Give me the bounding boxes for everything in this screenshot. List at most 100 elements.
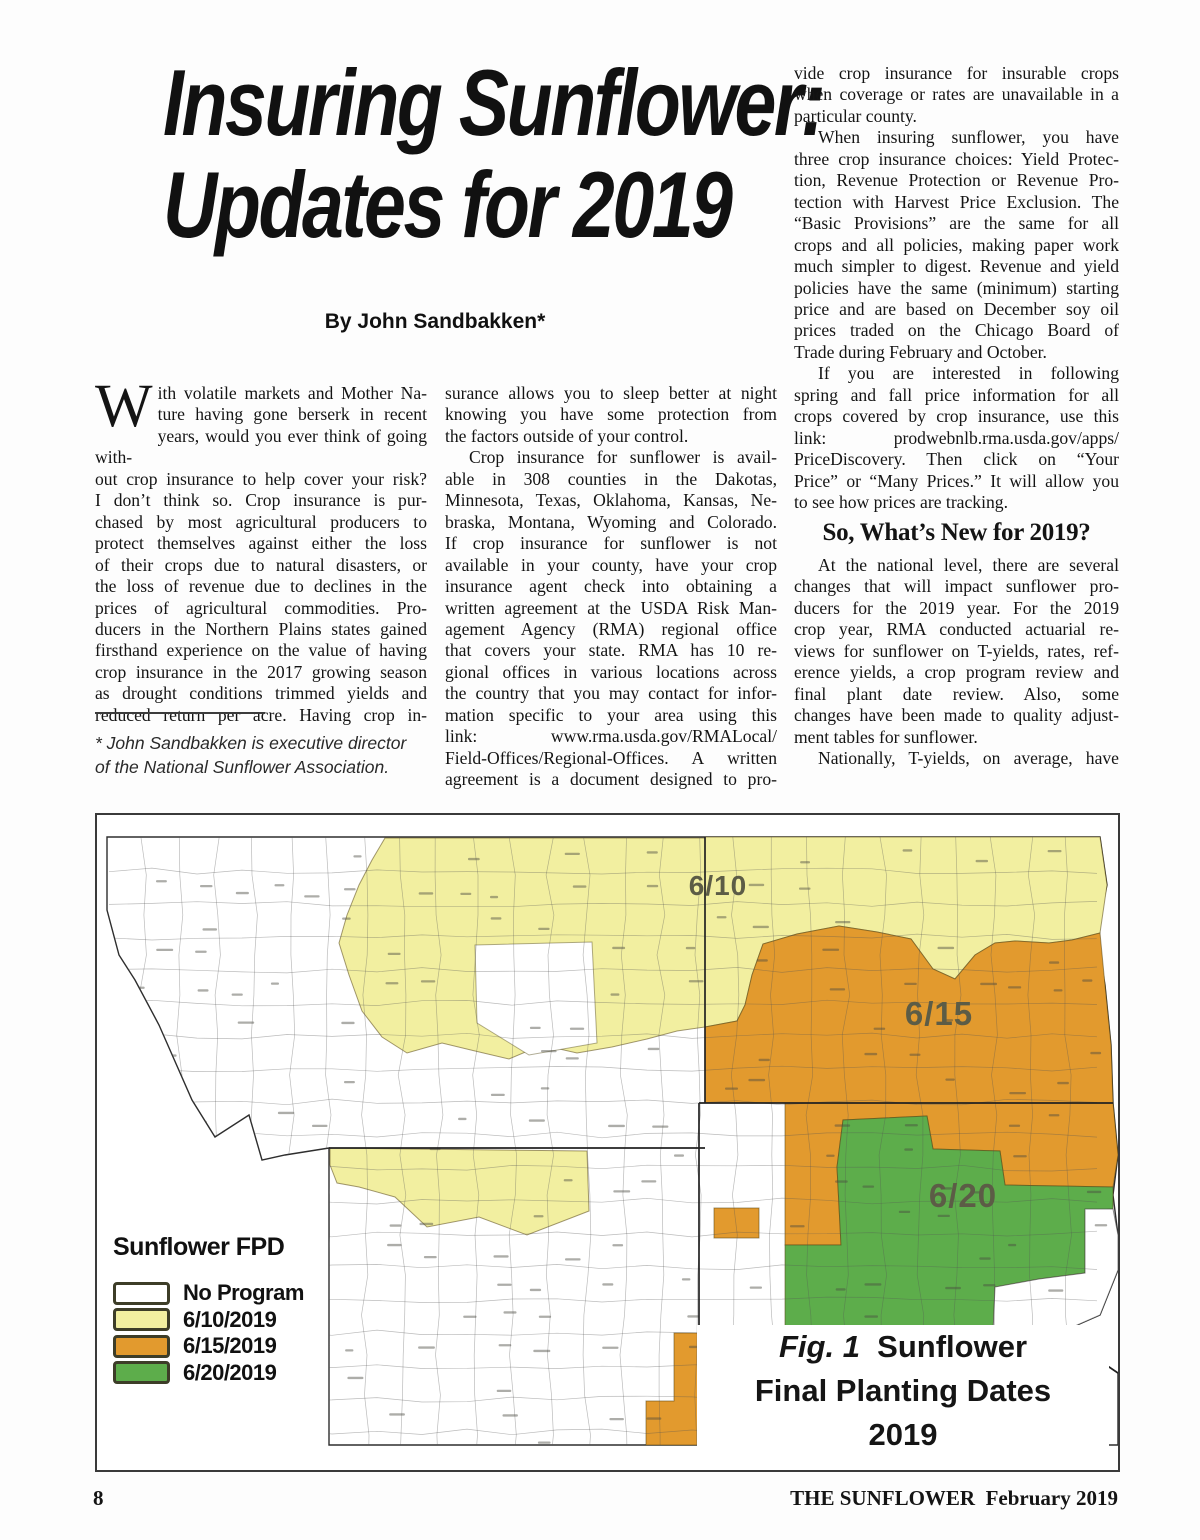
text-line: ture having gone berserk in recent xyxy=(157,404,427,425)
legend-swatch xyxy=(113,1361,170,1385)
page-number: 8 xyxy=(93,1486,104,1510)
text-line: Field-Offices/Regional-Offices. A writte… xyxy=(445,747,777,768)
text-line: braska, Montana, Wyoming and Colorado. xyxy=(445,511,777,532)
section-heading: So, What’s New for 2019? xyxy=(822,518,1091,546)
text-line: crop year, RMA conducted actuarial re- xyxy=(794,619,1119,640)
text-line: agement Agency (RMA) regional office xyxy=(445,618,777,639)
text-line: If crop insurance for sunflower is not xyxy=(445,533,777,554)
text-line: “Basic Provisions” are the same for all xyxy=(794,213,1119,234)
legend-swatch xyxy=(113,1281,170,1305)
text-line: the factors outside of your control. xyxy=(445,425,689,446)
text-line: chased by most agricultural producers to xyxy=(95,511,427,532)
text-line: available in your county, have your crop xyxy=(445,554,777,575)
region-wy-yellow xyxy=(329,1147,590,1236)
map-legend: Sunflower FPD No Program 6/10/2019 6/15/20… xyxy=(113,1233,413,1386)
map-label-615: 6/15 xyxy=(905,995,973,1032)
text-line: Crop insurance for sunflower is avail- xyxy=(469,447,777,468)
text-line: to see how prices are tracking. xyxy=(794,492,1008,513)
text-line: ducers for the 2019 year. For the 2019 xyxy=(794,597,1119,618)
text-line: When insuring sunflower, you have xyxy=(818,127,1119,148)
text-line: vide crop insurance for insurable crops xyxy=(794,63,1119,83)
text-line: out crop insurance to help cover your ri… xyxy=(95,468,427,489)
text-line: link: prodwebnlb.rma.usda.gov/apps/ xyxy=(794,427,1119,448)
article-column-2: surance allows you to sleep better at ni… xyxy=(445,383,777,791)
text-line: insurance agent check into obtaining a xyxy=(445,576,777,597)
text-line: changes have been made to quality adjust… xyxy=(794,705,1119,726)
text-line: gional offices in various locations acro… xyxy=(445,661,777,682)
article-column-3: vide crop insurance for insurable crops w… xyxy=(794,63,1119,770)
text-line: much simpler to digest. Revenue and yiel… xyxy=(794,256,1119,277)
text-line: Trade during February and October. xyxy=(794,341,1047,362)
publication-footer: THE SUNFLOWER February 2019 xyxy=(790,1486,1118,1510)
text-line: I don’t think so. Crop insurance is pur- xyxy=(95,490,427,511)
map-label-620: 6/20 xyxy=(929,1177,997,1214)
text-line: able in 308 counties in the Dakotas, xyxy=(445,468,777,489)
caption-line-2: Final Planting Dates xyxy=(754,1373,1052,1408)
text-line: of their crops due to natural disasters,… xyxy=(95,554,427,575)
text-line: the loss of revenue due to declines in t… xyxy=(95,576,427,597)
text-line: prices of agricultural commodities. Pro- xyxy=(95,597,427,618)
region-garfield-white xyxy=(474,941,598,1056)
caption-fig-number: Fig. 1 xyxy=(778,1329,860,1364)
region-nd-orange xyxy=(704,925,1114,1104)
text-line: mation specific to your area using this xyxy=(445,704,777,725)
text-line: Minnesota, Texas, Oklahoma, Kansas, Ne- xyxy=(445,490,777,511)
text-line: crops and all policies, making paper wor… xyxy=(794,234,1119,255)
region-pennington-orange xyxy=(713,1207,760,1239)
text-line: written agreement at the USDA Risk Man- xyxy=(445,597,777,618)
text-line: PriceDiscovery. Then click on “Your xyxy=(794,449,1119,470)
footnote-line: of the National Sunflower Association. xyxy=(95,757,390,777)
legend-item: 6/10/2019 xyxy=(113,1307,413,1334)
caption-line1-rest: Sunflower xyxy=(859,1329,1028,1364)
legend-items: No Program 6/10/2019 6/15/2019 6/20/2019 xyxy=(113,1280,413,1386)
legend-item: No Program xyxy=(113,1280,413,1307)
text-line: surance allows you to sleep better at ni… xyxy=(445,383,777,403)
text-line: Price” or “Many Prices.” It will allow y… xyxy=(794,470,1119,491)
text-line: ith volatile markets and Mother Na- xyxy=(157,383,427,403)
text-line: reduced return per acre. Having crop in- xyxy=(95,704,427,725)
caption-line-3: 2019 xyxy=(868,1417,938,1452)
text-line: views for sunflower on T-yields, rates, … xyxy=(794,640,1119,661)
text-line: policies have the same (minimum) startin… xyxy=(794,277,1119,298)
text-line: as drought conditions trimmed yields and xyxy=(95,683,427,704)
byline: By John Sandbakken* xyxy=(324,310,546,333)
text-line: changes that will impact sunflower pro- xyxy=(794,576,1119,597)
author-footnote: * John Sandbakken is executive director o… xyxy=(95,712,427,779)
figure-caption: Fig. 1 Sunflower Final Planting Dates 20… xyxy=(697,1325,1109,1457)
footnote-line: * John Sandbakken is executive director xyxy=(95,733,407,753)
legend-label: No Program xyxy=(183,1280,304,1306)
text-line: price and are based on December soy oil xyxy=(794,298,1119,319)
text-line: At the national level, there are several xyxy=(818,554,1119,575)
text-line: ducers in the Northern Plains states gai… xyxy=(95,618,427,639)
figure-map: 6/10 6/15 6/20 Sunflower FPD No Program 6… xyxy=(95,813,1120,1472)
text-line: crop insurance in the 2017 growing seaso… xyxy=(95,661,427,682)
title-line-1: Insuring Sunflower: xyxy=(163,50,826,155)
legend-label: 6/20/2019 xyxy=(183,1359,277,1385)
text-line: prices traded on the Chicago Board of xyxy=(794,320,1119,341)
legend-label: 6/10/2019 xyxy=(183,1306,277,1332)
legend-item: 6/20/2019 xyxy=(113,1360,413,1387)
text-line: protect themselves against either the lo… xyxy=(95,533,427,554)
footnote-rule xyxy=(95,712,265,714)
drop-cap: W xyxy=(95,373,153,440)
text-line: spring and fall price information for al… xyxy=(794,384,1119,405)
text-line: particular county. xyxy=(794,105,917,126)
text-line: crops covered by crop insurance, use thi… xyxy=(794,406,1119,427)
text-line: ment tables for sunflower. xyxy=(794,726,978,747)
text-line: when coverage or rates are unavailable i… xyxy=(794,84,1119,105)
legend-label: 6/15/2019 xyxy=(183,1333,277,1359)
text-line: firsthand experience on the value of hav… xyxy=(95,640,427,661)
title-line-2: Updates for 2019 xyxy=(163,152,733,257)
text-line: tection with Harvest Price Exclusion. Th… xyxy=(794,191,1119,212)
map-label-610: 6/10 xyxy=(689,870,748,901)
caption-line-1: Fig. 1 Sunflower xyxy=(697,1325,1109,1369)
text-line: erence yields, a crop program review and xyxy=(794,662,1119,683)
text-line: that covers your state. RMA has 10 re- xyxy=(445,640,777,661)
text-line: Nationally, T-yields, on average, have xyxy=(818,748,1119,769)
text-line: If you are interested in following xyxy=(818,363,1119,384)
text-line: knowing you have some protection from xyxy=(445,404,777,425)
legend-swatch xyxy=(113,1334,170,1358)
text-line: the country that you may contact for inf… xyxy=(445,683,777,704)
